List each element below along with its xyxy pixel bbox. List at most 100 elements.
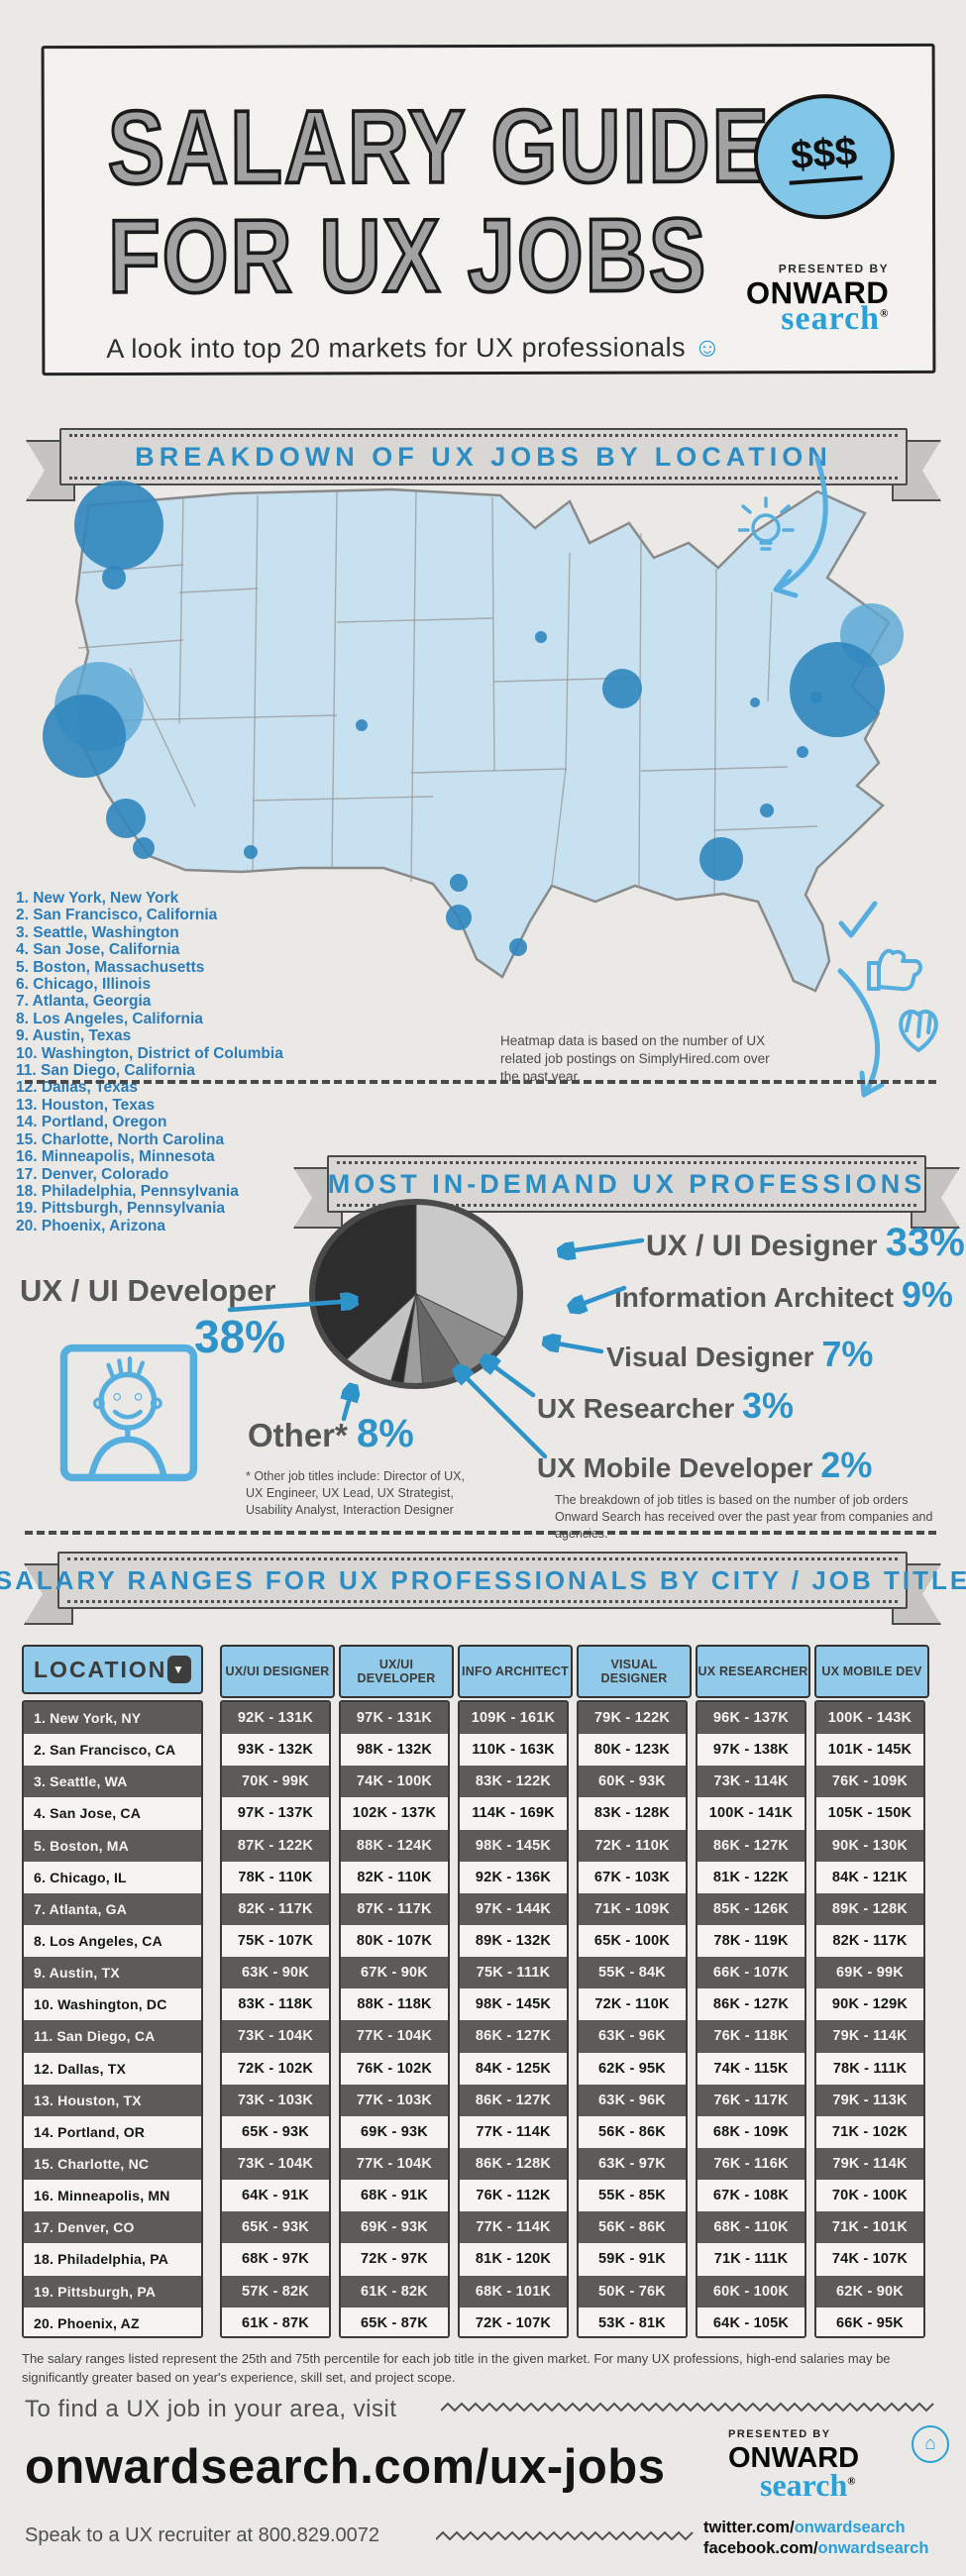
salary-range-cell: 69K - 93K bbox=[341, 2115, 448, 2148]
table-column-ux-ui-developer: 97K - 131K 98K - 132K 74K - 100K 102K - 137… bbox=[339, 1700, 450, 2338]
salary-range-cell: 87K - 117K bbox=[341, 1892, 448, 1925]
salary-range-cell: 79K - 114K bbox=[816, 2020, 923, 2053]
salary-range-cell: 98K - 145K bbox=[460, 1829, 567, 1862]
city-bubble-pittsburgh bbox=[750, 698, 760, 707]
table-row-city: 2. San Francisco, CA bbox=[24, 1734, 201, 1767]
salary-range-cell: 63K - 90K bbox=[222, 1957, 329, 1989]
city-bubble-denver bbox=[356, 719, 368, 731]
salary-range-cell: 89K - 132K bbox=[460, 1924, 567, 1958]
salary-range-cell: 61K - 82K bbox=[341, 2275, 448, 2308]
salary-range-cell: 76K - 102K bbox=[341, 2052, 448, 2085]
salary-range-cell: 72K - 110K bbox=[579, 1829, 686, 1862]
salary-range-cell: 83K - 122K bbox=[460, 1766, 567, 1798]
subtitle: A look into top 20 markets for UX profes… bbox=[106, 332, 722, 365]
salary-range-cell: 63K - 96K bbox=[579, 2084, 686, 2116]
salary-range-cell: 60K - 100K bbox=[698, 2275, 805, 2308]
home-icon[interactable]: ⌂ bbox=[912, 2425, 949, 2463]
salary-range-cell: 98K - 132K bbox=[341, 1734, 448, 1767]
column-header-ux-ui-designer: UX/UI DESIGNER bbox=[220, 1645, 335, 1698]
twitter-link[interactable]: twitter.com/onwardsearch bbox=[703, 2519, 906, 2536]
pie-label-ia: Information Architect 9% bbox=[614, 1274, 953, 1315]
salary-range-cell: 72K - 110K bbox=[579, 1988, 686, 2021]
city-bubble-minneapolis bbox=[535, 631, 547, 643]
arrowhead bbox=[773, 569, 799, 598]
salary-range-cell: 76K - 116K bbox=[698, 2147, 805, 2181]
zigzag-divider bbox=[441, 2402, 934, 2413]
table-footnote: The salary ranges listed represent the 2… bbox=[22, 2351, 891, 2385]
chevron-down-icon[interactable]: ▼ bbox=[167, 1656, 191, 1683]
salary-range-cell: 84K - 125K bbox=[460, 2052, 567, 2085]
salary-range-cell: 86K - 127K bbox=[460, 2084, 567, 2116]
thumbs-up-icon bbox=[867, 948, 922, 992]
table-row-city: 20. Phoenix, AZ bbox=[24, 2307, 201, 2336]
salary-range-cell: 65K - 100K bbox=[579, 1924, 686, 1958]
table-row-city: 7. Atlanta, GA bbox=[24, 1892, 201, 1925]
market-list-item: 14. Portland, Oregon bbox=[16, 1114, 167, 1131]
table-row-city: 9. Austin, TX bbox=[24, 1957, 201, 1989]
table-row-city: 8. Los Angeles, CA bbox=[24, 1924, 201, 1958]
salary-range-cell: 70K - 100K bbox=[816, 2180, 923, 2212]
salary-range-cell: 96K - 137K bbox=[698, 1702, 805, 1735]
salary-range-cell: 71K - 102K bbox=[816, 2115, 923, 2148]
salary-range-cell: 72K - 97K bbox=[341, 2243, 448, 2276]
top-20-market-list: 1. New York, New York 2. San Francisco, C… bbox=[16, 890, 283, 1234]
market-list-item: 15. Charlotte, North Carolina bbox=[16, 1130, 225, 1148]
city-bubble-portland bbox=[102, 566, 126, 590]
salary-range-cell: 93K - 132K bbox=[222, 1734, 329, 1767]
salary-range-cell: 100K - 141K bbox=[698, 1797, 805, 1830]
salary-range-cell: 114K - 169K bbox=[460, 1797, 567, 1830]
city-bubble-philadelphia bbox=[810, 692, 822, 703]
city-bubble-washington-dc bbox=[797, 746, 808, 758]
us-bubble-map bbox=[43, 481, 904, 993]
salary-range-cell: 82K - 117K bbox=[816, 1924, 923, 1958]
market-list-item: 18. Philadelphia, Pennsylvania bbox=[16, 1182, 239, 1200]
salary-range-cell: 100K - 143K bbox=[816, 1702, 923, 1735]
salary-range-cell: 92K - 131K bbox=[222, 1702, 329, 1735]
market-list-item: 6. Chicago, Illinois bbox=[16, 976, 152, 994]
salary-range-cell: 83K - 128K bbox=[579, 1797, 686, 1830]
footer-brand-search: search® bbox=[760, 2467, 856, 2503]
salary-range-cell: 71K - 109K bbox=[579, 1892, 686, 1925]
salary-range-cell: 68K - 101K bbox=[460, 2275, 567, 2308]
salary-range-cell: 62K - 95K bbox=[579, 2052, 686, 2085]
salary-range-cell: 61K - 87K bbox=[222, 2307, 329, 2336]
city-bubble-chicago bbox=[602, 669, 642, 708]
footer-brand-block: PRESENTED BY ONWARD search® bbox=[728, 2429, 907, 2503]
arrowhead bbox=[859, 1070, 885, 1098]
city-bubble-houston bbox=[509, 938, 527, 956]
salary-range-cell: 87K - 122K bbox=[222, 1829, 329, 1862]
column-header-location[interactable]: LOCATION ▼ bbox=[22, 1645, 203, 1694]
facebook-link[interactable]: facebook.com/onwardsearch bbox=[703, 2539, 929, 2557]
salary-range-cell: 59K - 91K bbox=[579, 2243, 686, 2276]
zigzag-divider bbox=[436, 2530, 694, 2541]
jobs-url-link[interactable]: onwardsearch.com/ux-jobs bbox=[25, 2440, 666, 2494]
pie-outline bbox=[309, 1199, 523, 1389]
registered-mark: ® bbox=[880, 307, 890, 320]
salary-range-cell: 65K - 93K bbox=[222, 2115, 329, 2148]
table-column-ux-ui-designer: 92K - 131K 93K - 132K 70K - 99K 97K - 137K 8… bbox=[220, 1700, 331, 2338]
pie-label-designer: UX / UI Designer 33% bbox=[646, 1221, 965, 1264]
salary-range-cell: 63K - 96K bbox=[579, 2020, 686, 2053]
salary-range-cell: 80K - 107K bbox=[341, 1924, 448, 1958]
city-bubble-new-york bbox=[790, 642, 885, 737]
column-header-info-architect: INFO ARCHITECT bbox=[458, 1645, 573, 1698]
market-list-item: 9. Austin, Texas bbox=[16, 1027, 132, 1045]
salary-range-cell: 74K - 115K bbox=[698, 2052, 805, 2085]
city-bubble-atlanta bbox=[699, 837, 743, 881]
table-row-city: 3. Seattle, WA bbox=[24, 1766, 201, 1798]
salary-range-cell: 70K - 99K bbox=[222, 1766, 329, 1798]
presented-by-block: PRESENTED BY ONWARD search® bbox=[691, 261, 890, 337]
table-row-city: 1. New York, NY bbox=[24, 1702, 201, 1735]
market-list-item: 20. Phoenix, Arizona bbox=[16, 1217, 166, 1234]
presented-by-label: PRESENTED BY bbox=[778, 261, 890, 276]
pie-source-note: The breakdown of job titles is based on … bbox=[555, 1493, 933, 1541]
salary-range-cell: 98K - 145K bbox=[460, 1988, 567, 2021]
salary-range-cell: 72K - 102K bbox=[222, 2052, 329, 2085]
banner-salary: SALARY RANGES FOR UX PROFESSIONALS BY CI… bbox=[0, 1552, 966, 1625]
salary-range-cell: 73K - 114K bbox=[698, 1766, 805, 1798]
page-title-line1: SALARY GUIDE bbox=[106, 86, 773, 207]
salary-range-cell: 68K - 110K bbox=[698, 2211, 805, 2244]
find-job-text: To find a UX job in your area, visit bbox=[25, 2396, 397, 2422]
map-decorations bbox=[738, 456, 828, 598]
salary-range-cell: 86K - 127K bbox=[698, 1829, 805, 1862]
